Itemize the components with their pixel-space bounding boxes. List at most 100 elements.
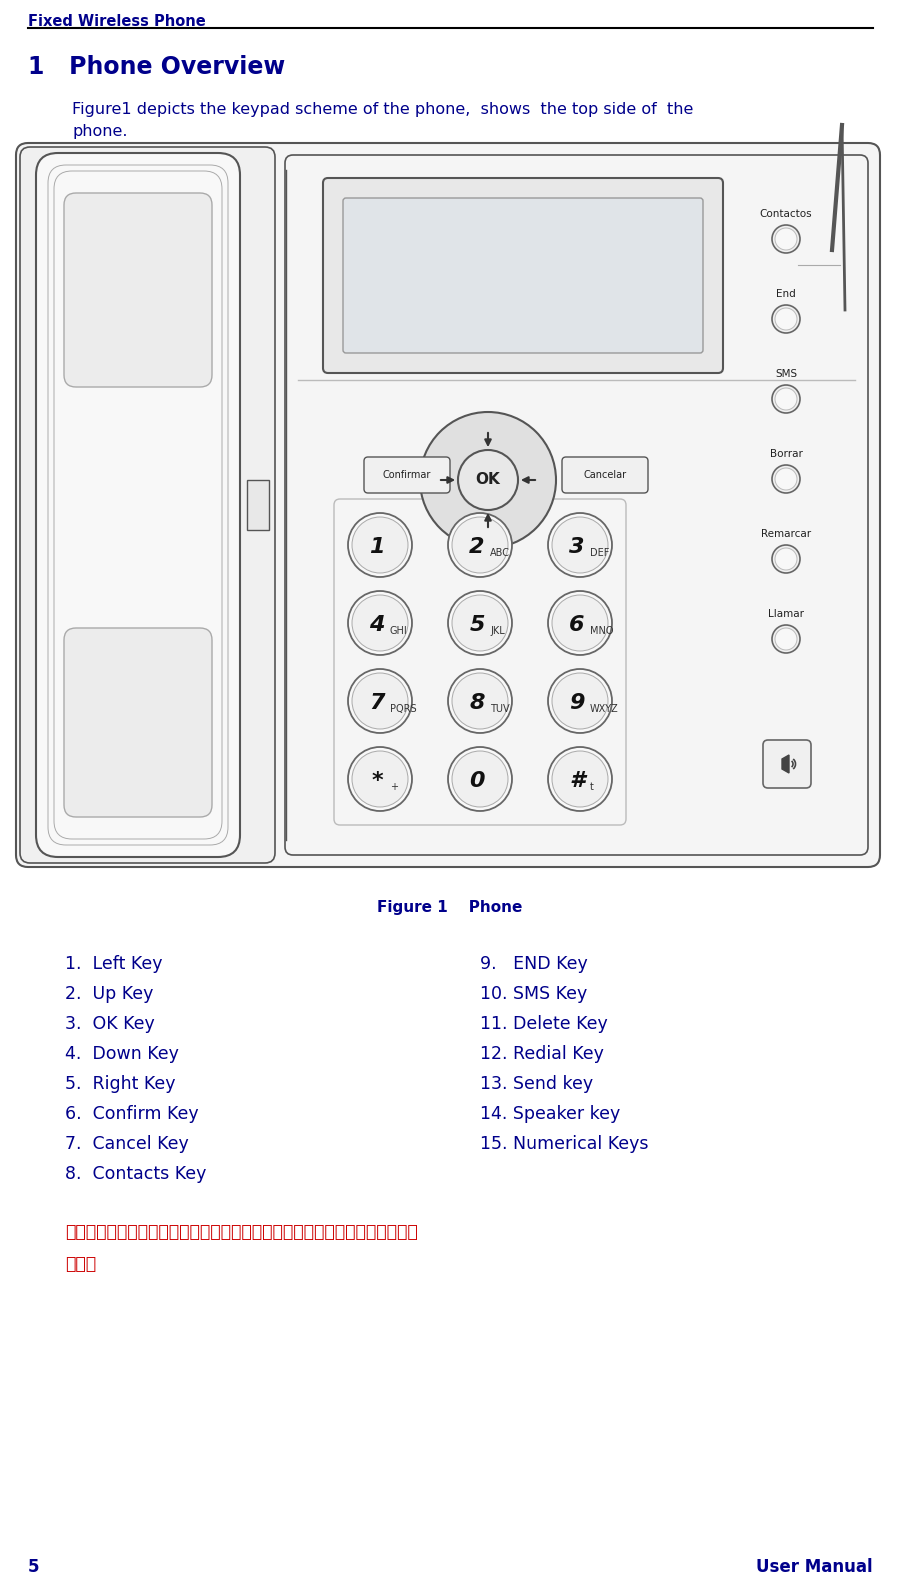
Circle shape	[552, 516, 608, 573]
Text: 只把数字标出来，没有和键盘上的键对应起来。各个文字描述应和话机对应标: 只把数字标出来，没有和键盘上的键对应起来。各个文字描述应和话机对应标	[65, 1223, 418, 1240]
Text: 1: 1	[369, 537, 385, 558]
Circle shape	[452, 516, 508, 573]
Bar	[247, 480, 269, 531]
Text: 8: 8	[469, 694, 485, 713]
Text: 10. SMS Key: 10. SMS Key	[480, 985, 587, 1003]
Text: 5: 5	[28, 1559, 40, 1576]
Text: Contactos: Contactos	[760, 209, 813, 219]
Text: 4: 4	[369, 615, 385, 635]
Circle shape	[775, 228, 797, 250]
Text: 9.   END Key: 9. END Key	[480, 955, 587, 973]
Circle shape	[448, 591, 512, 656]
Circle shape	[352, 516, 408, 573]
Text: Fixed Wireless Phone: Fixed Wireless Phone	[28, 14, 205, 29]
Circle shape	[552, 673, 608, 729]
Text: 8.  Contacts Key: 8. Contacts Key	[65, 1164, 206, 1183]
Text: GHI: GHI	[390, 626, 408, 637]
Circle shape	[772, 466, 800, 493]
Text: 9: 9	[569, 694, 585, 713]
Text: Figure 1    Phone: Figure 1 Phone	[378, 900, 523, 916]
FancyBboxPatch shape	[16, 143, 880, 866]
Text: SMS: SMS	[775, 369, 797, 379]
Polygon shape	[782, 756, 789, 773]
Text: *: *	[371, 771, 383, 790]
Text: Cancelar: Cancelar	[584, 470, 626, 480]
Text: Llamar: Llamar	[768, 608, 804, 619]
Circle shape	[775, 548, 797, 570]
FancyBboxPatch shape	[763, 740, 811, 787]
Text: OK: OK	[476, 472, 500, 488]
Circle shape	[348, 668, 412, 733]
Circle shape	[775, 467, 797, 489]
Circle shape	[420, 412, 556, 548]
Circle shape	[452, 673, 508, 729]
Text: 3: 3	[569, 537, 585, 558]
Circle shape	[775, 388, 797, 410]
Circle shape	[348, 513, 412, 577]
Circle shape	[448, 513, 512, 577]
Text: 6.  Confirm Key: 6. Confirm Key	[65, 1106, 198, 1123]
Circle shape	[448, 748, 512, 811]
Text: DEF: DEF	[590, 548, 609, 558]
Circle shape	[548, 668, 612, 733]
FancyBboxPatch shape	[364, 458, 450, 493]
Text: 0: 0	[469, 771, 485, 790]
Circle shape	[548, 748, 612, 811]
Text: MNO: MNO	[590, 626, 614, 637]
Circle shape	[772, 545, 800, 573]
Text: PQRS: PQRS	[390, 703, 416, 714]
Text: t: t	[590, 782, 594, 792]
Text: 5.  Right Key: 5. Right Key	[65, 1076, 176, 1093]
Text: 15. Numerical Keys: 15. Numerical Keys	[480, 1136, 649, 1153]
Circle shape	[452, 751, 508, 806]
FancyBboxPatch shape	[562, 458, 648, 493]
FancyBboxPatch shape	[323, 177, 723, 372]
Circle shape	[775, 627, 797, 649]
Text: 13. Send key: 13. Send key	[480, 1076, 593, 1093]
Circle shape	[772, 306, 800, 333]
Circle shape	[348, 748, 412, 811]
Text: Borrar: Borrar	[769, 448, 803, 459]
Text: #: #	[569, 771, 585, 790]
Text: 2: 2	[469, 537, 485, 558]
Text: 6: 6	[569, 615, 585, 635]
Circle shape	[548, 591, 612, 656]
FancyBboxPatch shape	[20, 147, 275, 863]
Text: ABC: ABC	[490, 548, 510, 558]
Circle shape	[448, 668, 512, 733]
Text: 出来。: 出来。	[65, 1255, 96, 1274]
Text: 3.  OK Key: 3. OK Key	[65, 1015, 155, 1033]
Circle shape	[352, 596, 408, 651]
Text: 5: 5	[469, 615, 485, 635]
Text: 12. Redial Key: 12. Redial Key	[480, 1045, 604, 1063]
Text: JKL: JKL	[490, 626, 505, 637]
Text: WXYZ: WXYZ	[590, 703, 619, 714]
Text: 1.  Left Key: 1. Left Key	[65, 955, 162, 973]
Circle shape	[772, 225, 800, 253]
Text: 2.  Up Key: 2. Up Key	[65, 985, 153, 1003]
Circle shape	[772, 626, 800, 653]
Circle shape	[548, 513, 612, 577]
FancyBboxPatch shape	[36, 154, 240, 857]
Circle shape	[552, 596, 608, 651]
Circle shape	[552, 751, 608, 806]
Text: 7: 7	[369, 694, 385, 713]
Text: Figure1 depicts the keypad scheme of the phone,  shows  the top side of  the: Figure1 depicts the keypad scheme of the…	[72, 101, 694, 117]
FancyBboxPatch shape	[343, 198, 703, 353]
Text: End: End	[776, 288, 796, 299]
Text: 14. Speaker key: 14. Speaker key	[480, 1106, 620, 1123]
Text: TUV: TUV	[490, 703, 510, 714]
Circle shape	[775, 307, 797, 329]
FancyBboxPatch shape	[64, 627, 212, 817]
Circle shape	[452, 596, 508, 651]
Circle shape	[352, 751, 408, 806]
Text: Remarcar: Remarcar	[761, 529, 811, 539]
Circle shape	[458, 450, 518, 510]
Text: 4.  Down Key: 4. Down Key	[65, 1045, 179, 1063]
Circle shape	[352, 673, 408, 729]
FancyBboxPatch shape	[64, 193, 212, 386]
Text: User Manual: User Manual	[756, 1559, 873, 1576]
FancyBboxPatch shape	[285, 155, 868, 855]
Circle shape	[772, 385, 800, 413]
Text: 11. Delete Key: 11. Delete Key	[480, 1015, 608, 1033]
